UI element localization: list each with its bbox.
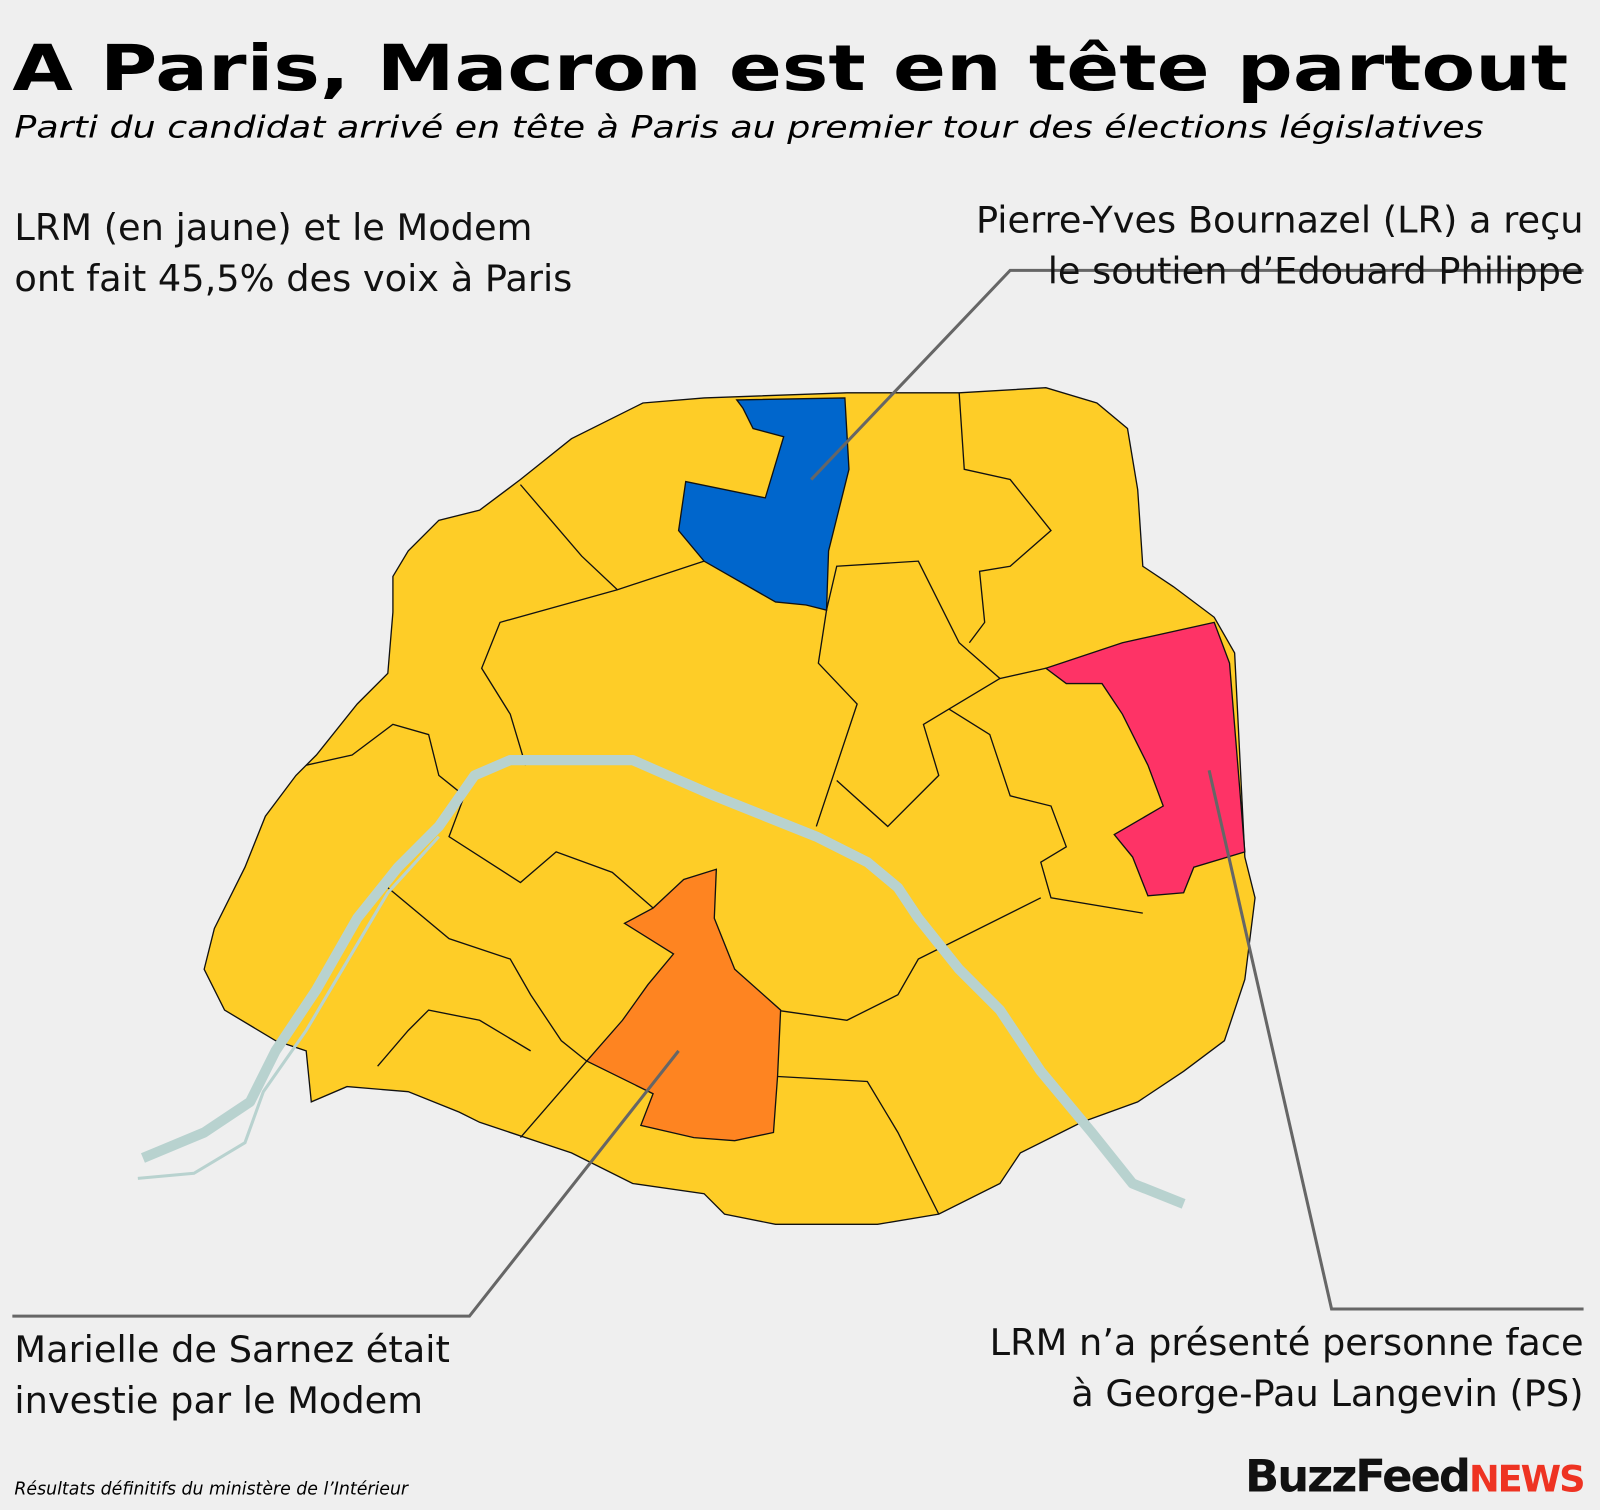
subtitle: Parti du candidat arrivé en tête à Paris… xyxy=(14,111,1483,146)
district-ps xyxy=(1044,621,1246,897)
logo: BuzzFeedNEWS xyxy=(1245,1450,1584,1503)
logo-news: NEWS xyxy=(1469,1458,1584,1501)
district-modem xyxy=(585,868,782,1142)
logo-buzzfeed: BuzzFeed xyxy=(1245,1450,1469,1503)
seine-arm xyxy=(137,835,440,1180)
annotation: investie par le Modem xyxy=(14,1379,423,1422)
seine xyxy=(140,754,1186,1209)
source: Résultats définitifs du ministère de l’I… xyxy=(14,1480,410,1500)
annotation: Pierre-Yves Bournazel (LR) a reçu xyxy=(976,199,1584,242)
map xyxy=(137,387,1256,1225)
annotation: LRM (en jaune) et le Modem xyxy=(14,206,532,249)
title: A Paris, Macron est en tête partout xyxy=(12,31,1568,105)
district-lr xyxy=(677,397,850,611)
annotation: à George-Pau Langevin (PS) xyxy=(1071,1372,1583,1415)
annotation: Marielle de Sarnez était xyxy=(14,1328,449,1371)
callout-lines xyxy=(12,268,1584,1318)
annotation: ont fait 45,5% des voix à Paris xyxy=(14,257,572,300)
annotation: le soutien d’Edouard Philippe xyxy=(1048,250,1584,293)
annotation: LRM n’a présenté personne face xyxy=(990,1321,1584,1364)
